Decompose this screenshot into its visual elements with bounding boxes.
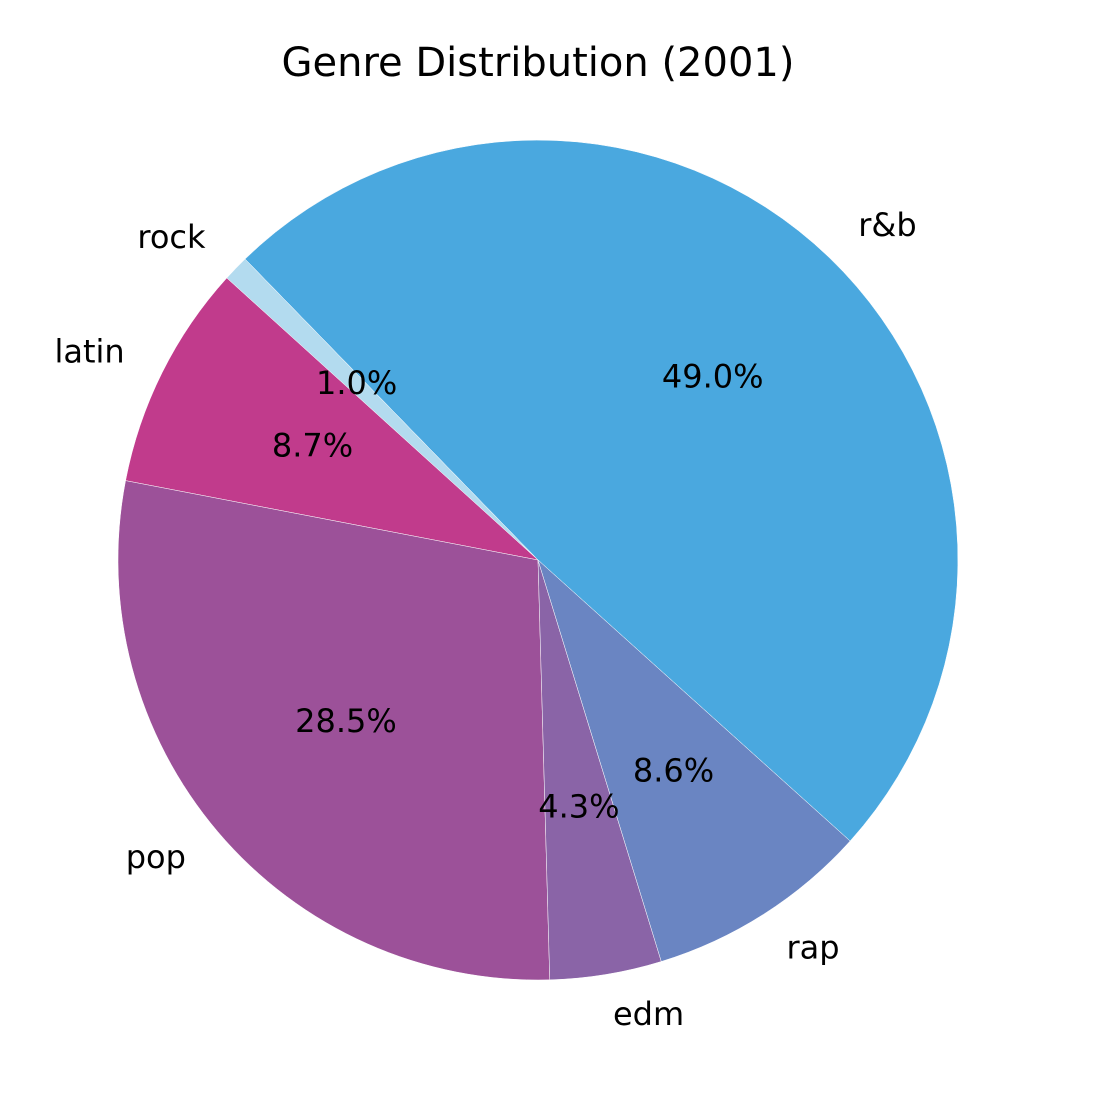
slice-label: rock — [137, 218, 206, 256]
pie-labels: r&b 49.0% rock 1.0% latin 8.7% pop 28.5% edm 4.3%… — [54, 206, 916, 1033]
slice-percent-label: 28.5% — [295, 702, 397, 740]
slice-label: pop — [126, 838, 186, 876]
pie-slice-rap — [537, 559, 851, 962]
pie-slice-r-b — [244, 139, 959, 842]
slice-percent-label: 4.3% — [538, 788, 619, 826]
slice-label: r&b — [858, 206, 916, 244]
pie-slice-pop — [117, 480, 551, 981]
slice-percent-label: 8.6% — [633, 751, 714, 789]
slice-percent-label: 49.0% — [662, 357, 764, 395]
pie-slices — [117, 139, 959, 981]
slice-label: latin — [54, 333, 124, 371]
slice-label: edm — [613, 995, 684, 1033]
slice-percent-label: 8.7% — [272, 426, 353, 464]
pie-slice-latin — [125, 277, 539, 561]
chart-title: Genre Distribution (2001) — [282, 40, 795, 86]
slice-percent-label: 1.0% — [316, 364, 397, 402]
slice-label: rap — [786, 928, 839, 966]
